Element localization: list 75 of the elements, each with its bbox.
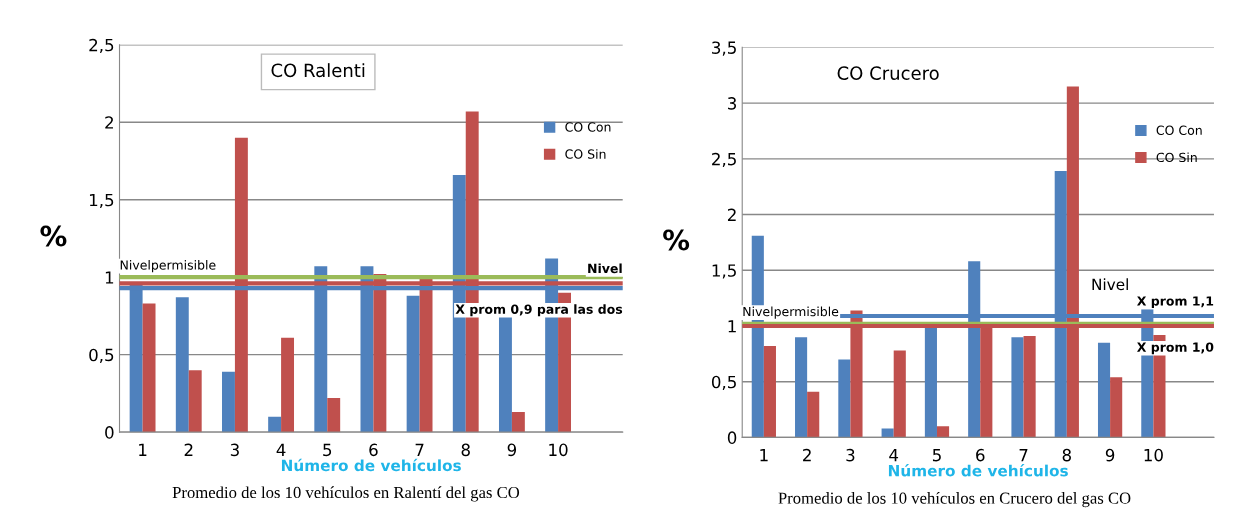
y-tick-label: 0 [727,431,737,444]
bar [222,371,235,433]
bar [795,337,808,438]
ref-line-label: Nivel [588,263,622,274]
bar [924,325,937,438]
x-tick-label: 2 [803,448,811,462]
legend-label: CO Con [1156,125,1202,135]
y-tick-label: 1 [105,271,114,284]
x-tick-label: 1 [760,449,768,462]
bar [936,426,950,438]
y-tick-label: 0,5 [711,375,736,390]
x-tick-label: 10 [1144,448,1163,462]
ref-line-label: Nivelpermisible [120,260,216,273]
ref-line-label: Nivelpermisible [743,306,839,319]
y-tick-label: 1,5 [89,193,114,208]
bar [1110,377,1123,438]
y-tick-label: 1,5 [712,264,736,279]
x-tick-label: 5 [323,443,332,457]
y-tick-label: 2 [105,116,113,129]
y-tick-label: 3,5 [712,41,736,56]
text: CO Crucero [837,66,939,80]
x-tick-label: 9 [507,443,517,457]
legend-label: CO Sin [565,149,606,159]
x-tick-label: 8 [1062,448,1071,462]
bar [511,412,525,433]
x-tick-label: 4 [276,443,286,456]
ref-line-label: X prom 0,9 para las dos [455,304,623,317]
x-tick-label: 1 [139,443,147,456]
x-tick-label: 3 [846,448,855,462]
x-tick-label: 6 [976,448,985,462]
x-tick-label: 8 [461,443,470,457]
bar [175,297,189,433]
bar [1011,337,1024,438]
bar [763,346,776,438]
bar [188,370,202,433]
x-tick-label: 10 [549,443,568,457]
x-tick-label: 7 [1019,449,1028,462]
bar [498,315,512,433]
bar [268,416,282,433]
bar [1097,342,1111,438]
y-tick-label: 3 [728,97,737,110]
x-tick-label: 2 [184,443,193,456]
x-tick-label: 6 [369,443,378,457]
bar [406,295,420,433]
x-tick-label: 5 [932,449,941,462]
x-tick-label: 9 [1105,448,1115,462]
bar [327,398,341,433]
text: Promedio de los 10 vehículos en Crucero del gas CO [778,492,1131,508]
bar [1023,336,1036,438]
legend-label: CO Con [565,122,611,132]
bar [807,391,820,438]
y-tick-label: 2,5 [89,38,114,54]
y-tick-label: 2,5 [712,152,736,168]
text: CO Ralenti [271,63,365,78]
y-tick-label: 2 [727,208,736,221]
y-axis-title: % [40,225,67,247]
x-tick-label: 4 [889,449,899,462]
text: Promedio de los 10 vehículos en Ralentí del gas CO [172,486,520,502]
y-tick-label: 0,5 [89,348,114,363]
y-tick-label: 1 [728,320,736,333]
y-axis-title: % [663,229,690,251]
x-tick-label: 3 [230,443,239,457]
y-tick-label: 0 [105,426,114,439]
x-axis-title: Número de vehículos [281,458,461,472]
bar [142,303,156,433]
bar [281,337,295,433]
bar [838,359,851,438]
ref-line-label: X prom 1,0 [1137,342,1214,355]
x-tick-label: 7 [415,443,424,456]
annotation: Nivel [1092,278,1128,291]
legend-label: CO Sin [1156,152,1197,163]
bar [893,350,906,438]
x-axis-title: Número de vehículos [888,464,1068,477]
bar [881,428,894,438]
ref-line-label: X prom 1,1 [1137,296,1214,309]
